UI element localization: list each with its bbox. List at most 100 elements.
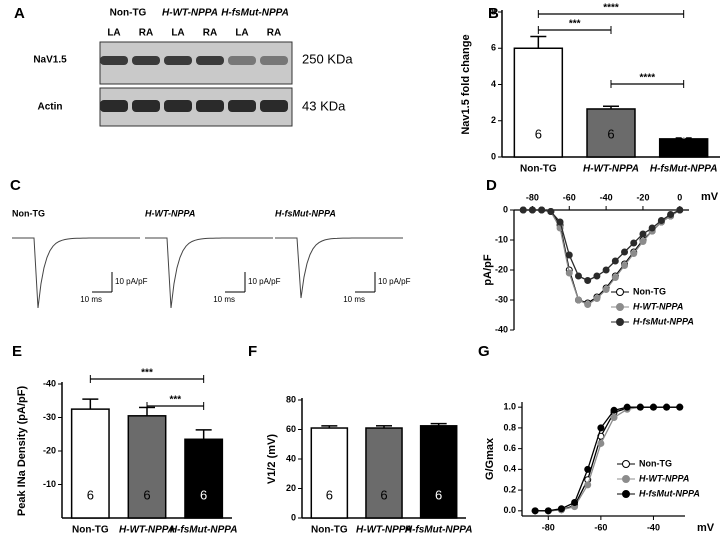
x-tick-label: -60 xyxy=(594,522,607,532)
legend-label: H-fsMut-NPPA xyxy=(639,488,700,498)
data-point xyxy=(593,272,601,280)
y-tick-label: -20 xyxy=(43,445,56,455)
group-label: Non-TG xyxy=(110,8,147,19)
data-point xyxy=(611,274,619,281)
x-tick-label: -60 xyxy=(563,192,576,202)
y-tick-label: 0.6 xyxy=(503,443,516,453)
data-point xyxy=(602,286,610,293)
significance-label: *** xyxy=(141,368,153,379)
x-tick-label: Non-TG xyxy=(72,525,109,536)
blot-band xyxy=(100,100,128,112)
panel-letter: G xyxy=(478,343,490,360)
panel-letter: D xyxy=(486,177,497,194)
y-tick-label: 1.0 xyxy=(503,402,516,412)
legend-label: H-fsMut-NPPA xyxy=(633,316,694,326)
data-point xyxy=(544,507,552,515)
x-tick-label: H-WT-NPPA xyxy=(119,525,175,536)
y-tick-label: 0.8 xyxy=(503,422,516,432)
lane-label: RA xyxy=(203,28,217,39)
data-point xyxy=(538,206,546,214)
blot-band xyxy=(100,56,128,65)
data-point xyxy=(593,295,601,302)
x-axis-label: mV xyxy=(697,522,715,534)
y-tick-label: 20 xyxy=(286,483,296,493)
y-axis-label: Nav1.5 fold change xyxy=(460,34,472,134)
x-tick-label: -40 xyxy=(600,192,613,202)
y-tick-label: 6 xyxy=(491,43,496,53)
data-point xyxy=(636,403,644,411)
n-label: 6 xyxy=(435,487,442,502)
bar xyxy=(419,425,458,519)
row-label: Actin xyxy=(38,102,63,113)
data-point xyxy=(648,224,656,232)
x-axis-label: mV xyxy=(701,191,719,203)
y-tick-label: 40 xyxy=(286,453,296,463)
series-line xyxy=(523,209,681,282)
scale-label: 10 ms xyxy=(80,295,102,304)
y-tick-label: -10 xyxy=(495,234,508,244)
y-axis-label: V1/2 (mV) xyxy=(266,434,278,484)
data-point xyxy=(571,499,579,507)
blot-panel xyxy=(99,41,293,85)
data-point xyxy=(611,257,619,265)
data-point xyxy=(657,217,665,224)
x-tick-label: Non-TG xyxy=(311,525,348,536)
n-label: 6 xyxy=(380,487,387,502)
x-tick-label: -20 xyxy=(636,192,649,202)
y-tick-label: 80 xyxy=(286,394,296,404)
data-point xyxy=(584,277,592,284)
data-point xyxy=(519,206,527,214)
n-label: 6 xyxy=(143,487,150,502)
blot-band xyxy=(228,56,256,65)
blot-band xyxy=(260,56,288,65)
panel-letter: F xyxy=(248,343,257,360)
panel-letter: C xyxy=(10,177,21,194)
x-tick-label: 0 xyxy=(677,192,682,202)
significance-label: **** xyxy=(640,73,656,84)
lane-label: RA xyxy=(267,28,281,39)
data-point xyxy=(557,505,565,513)
group-label: H-WT-NPPA xyxy=(162,8,218,19)
bar xyxy=(586,108,636,158)
x-tick-label: H-WT-NPPA xyxy=(583,164,639,175)
n-label: 6 xyxy=(535,126,542,141)
bar xyxy=(513,47,564,158)
data-point xyxy=(597,439,605,447)
scale-label: 10 pA/pF xyxy=(115,277,148,286)
x-tick-label: H-fsMut-NPPA xyxy=(650,164,718,175)
legend-label: H-WT-NPPA xyxy=(633,301,683,311)
scale-label: 10 pA/pF xyxy=(378,277,411,286)
bar xyxy=(184,438,224,519)
y-axis-label: Peak INa Density (pA/pF) xyxy=(16,386,28,517)
legend-marker xyxy=(622,475,630,483)
y-tick-label: 0 xyxy=(291,512,296,522)
y-tick-label: 8 xyxy=(491,6,496,16)
legend-marker xyxy=(622,490,630,498)
data-point xyxy=(584,465,592,473)
y-tick-label: -30 xyxy=(495,294,508,304)
data-point xyxy=(676,403,684,411)
data-point xyxy=(584,481,592,489)
current-trace xyxy=(275,237,403,299)
data-point xyxy=(667,211,675,218)
n-label: 6 xyxy=(87,487,94,502)
legend-label: H-WT-NPPA xyxy=(639,473,689,483)
y-tick-label: -10 xyxy=(43,479,56,489)
legend-marker xyxy=(616,303,624,311)
legend-label: Non-TG xyxy=(633,286,666,296)
trace-label: H-fsMut-NPPA xyxy=(275,208,336,218)
data-point xyxy=(584,301,592,308)
row-label: NaV1.5 xyxy=(33,55,67,66)
bar xyxy=(310,427,349,519)
bar xyxy=(70,408,110,519)
size-label: 43 KDa xyxy=(302,98,346,113)
data-point xyxy=(621,248,629,256)
panel-letter: E xyxy=(12,343,22,360)
significance-label: *** xyxy=(569,19,581,30)
data-point xyxy=(556,218,564,226)
data-point xyxy=(528,206,536,214)
data-point xyxy=(597,424,605,432)
significance-label: *** xyxy=(169,395,181,406)
data-point xyxy=(574,296,582,304)
